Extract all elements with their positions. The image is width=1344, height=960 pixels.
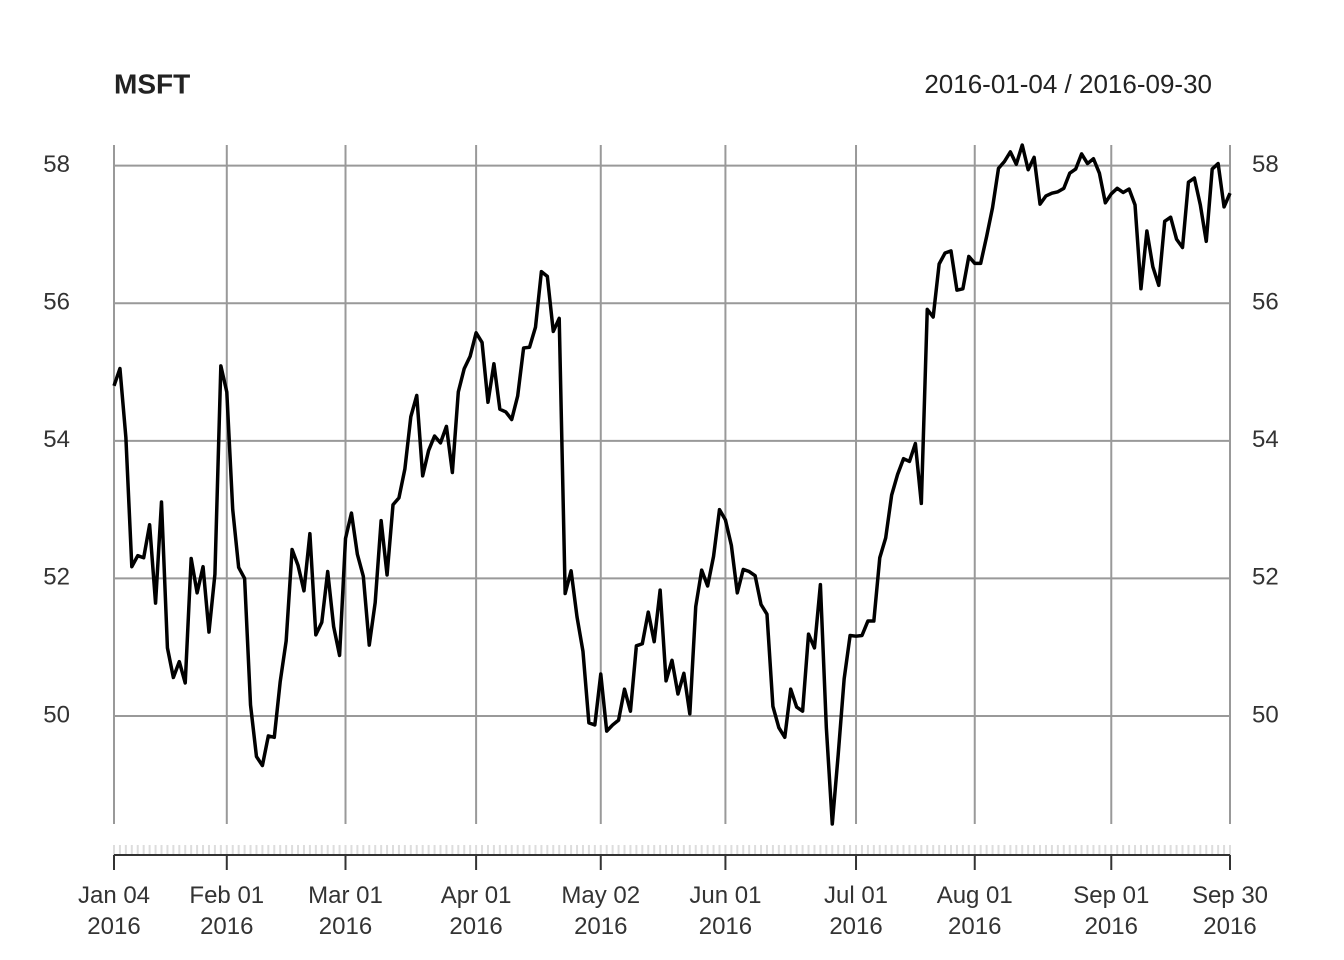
y-tick-label: 56 bbox=[43, 289, 70, 316]
y-tick-label-right: 56 bbox=[1252, 289, 1279, 316]
x-tick-label: May 02 2016 bbox=[561, 882, 641, 940]
x-tick-label: Sep 30 2016 bbox=[1191, 882, 1269, 940]
price-line bbox=[112, 143, 1232, 826]
x-tick-label: Feb 01 2016 bbox=[189, 882, 265, 940]
y-tick-label-right: 50 bbox=[1252, 701, 1279, 728]
y-tick-label: 54 bbox=[43, 426, 70, 453]
y-tick-label-right: 52 bbox=[1252, 564, 1279, 591]
chart-title: MSFT bbox=[114, 68, 190, 99]
y-tick-label: 58 bbox=[43, 151, 70, 178]
x-tick-label: Sep 01 2016 bbox=[1073, 882, 1150, 940]
y-tick-label: 52 bbox=[43, 564, 70, 591]
x-tick-label: Mar 01 2016 bbox=[308, 882, 383, 940]
x-tick-label: Jul 01 2016 bbox=[823, 882, 889, 940]
y-tick-label-right: 54 bbox=[1252, 426, 1279, 453]
x-tick-label: Aug 01 2016 bbox=[936, 882, 1013, 940]
y-tick-label-right: 58 bbox=[1252, 151, 1279, 178]
date-range: 2016-01-04 / 2016-09-30 bbox=[924, 69, 1212, 99]
x-tick-label: Jun 01 2016 bbox=[689, 882, 762, 940]
y-tick-label: 50 bbox=[43, 701, 70, 728]
x-tick-label: Jan 04 2016 bbox=[77, 882, 151, 940]
x-tick-label: Apr 01 2016 bbox=[440, 882, 512, 940]
